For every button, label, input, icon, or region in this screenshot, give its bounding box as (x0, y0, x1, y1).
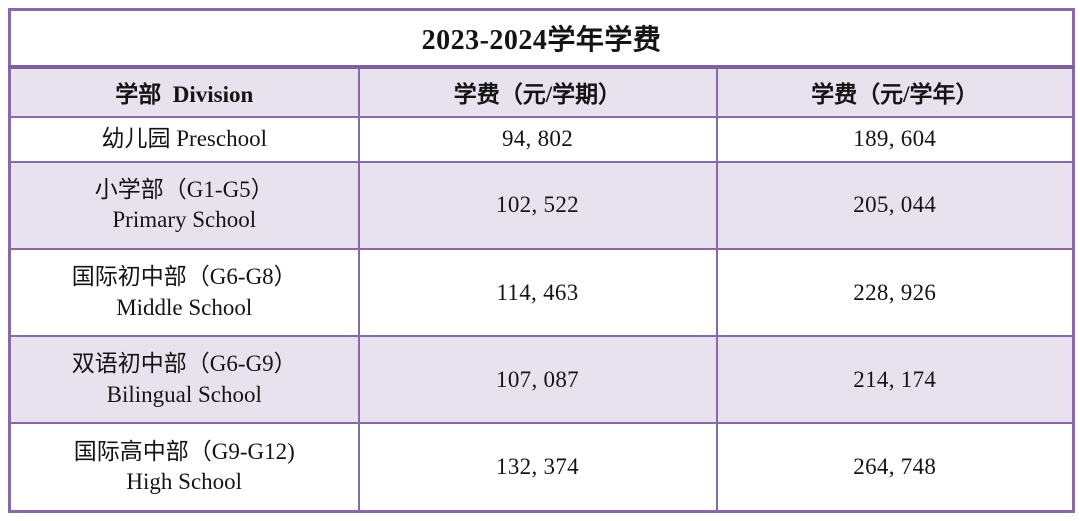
division-name-line1: 国际初中部（G6-G8） (71, 264, 297, 290)
table-row-bilingual-school: 双语初中部（G6-G9） Bilingual School 107, 087 2… (8, 335, 1075, 425)
division-cell: 小学部（G1-G5） Primary School (8, 160, 360, 250)
year-fee-cell: 189, 604 (715, 115, 1075, 163)
semester-fee-cell: 94, 802 (357, 115, 718, 163)
division-cell: 双语初中部（G6-G9） Bilingual School (8, 335, 360, 425)
semester-fee-cell: 114, 463 (357, 247, 718, 338)
table-row-middle-school: 国际初中部（G6-G8） Middle School 114, 463 228,… (8, 247, 1075, 338)
division-cell: 国际高中部（G9-G12) High School (8, 422, 360, 513)
table-title: 2023-2024学年学费 (8, 8, 1075, 69)
year-fee-cell: 214, 174 (715, 335, 1075, 425)
division-name-line2: High School (126, 469, 243, 495)
semester-fee-cell: 102, 522 (357, 160, 718, 250)
division-name-line2: Primary School (112, 207, 257, 233)
division-name-line2: Middle School (116, 294, 253, 320)
semester-fee-cell: 132, 374 (357, 422, 718, 513)
division-name-line1: 国际高中部（G9-G12) (73, 438, 295, 464)
year-fee-cell: 205, 044 (715, 160, 1075, 250)
column-header-fee-per-year: 学费（元/学年） (715, 65, 1075, 118)
table-row-high-school: 国际高中部（G9-G12) High School 132, 374 264, … (8, 422, 1075, 513)
column-header-division: 学部 Division (8, 65, 360, 118)
header-row: 学部 Division 学费（元/学期） 学费（元/学年） (8, 65, 1075, 118)
division-cell: 幼儿园 Preschool (8, 115, 360, 163)
tuition-fee-table: 2023-2024学年学费 学部 Division 学费（元/学期） 学费（元/… (8, 8, 1076, 513)
division-name-line2: Bilingual School (106, 381, 262, 407)
division-name-line1: 幼儿园 Preschool (101, 125, 267, 151)
semester-fee-cell: 107, 087 (357, 335, 718, 425)
division-cell: 国际初中部（G6-G8） Middle School (8, 247, 360, 338)
year-fee-cell: 264, 748 (715, 422, 1075, 513)
year-fee-cell: 228, 926 (715, 247, 1075, 338)
table-row-primary-school: 小学部（G1-G5） Primary School 102, 522 205, … (8, 160, 1075, 250)
table-row-preschool: 幼儿园 Preschool 94, 802 189, 604 (8, 115, 1075, 163)
column-header-fee-per-semester: 学费（元/学期） (357, 65, 718, 118)
division-name-line1: 双语初中部（G6-G9） (71, 351, 297, 377)
title-row: 2023-2024学年学费 (8, 8, 1075, 69)
division-name-line1: 小学部（G1-G5） (94, 176, 274, 202)
